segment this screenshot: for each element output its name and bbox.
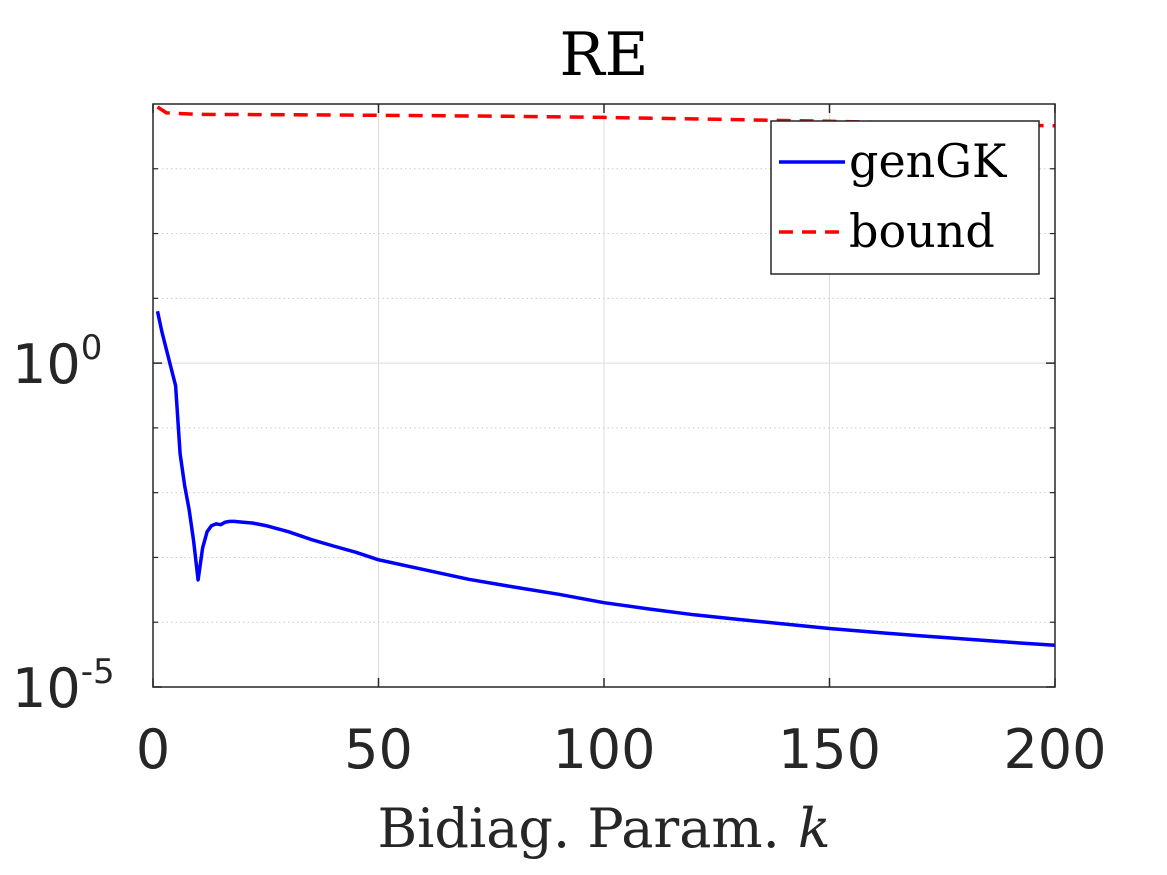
y-tick-label: 100 bbox=[12, 328, 102, 396]
y-tick-label-exponent: -5 bbox=[81, 652, 115, 692]
series-line-gengk bbox=[155, 310, 1056, 648]
y-tick-label-base: 10 bbox=[12, 657, 81, 720]
legend-label-bound: bound bbox=[849, 204, 995, 258]
legend-box bbox=[770, 120, 1040, 275]
series-line-bound bbox=[156, 105, 1056, 128]
x-tick-label: 0 bbox=[136, 718, 170, 781]
legend-label-gengk: genGK bbox=[849, 134, 1008, 188]
x-tick-label: 100 bbox=[552, 718, 655, 781]
x-axis-label: Bidiag. Param. k bbox=[377, 797, 830, 860]
x-tick-label: 200 bbox=[1003, 718, 1106, 781]
chart-title: RE bbox=[560, 20, 649, 90]
y-tick-label: 10-5 bbox=[12, 652, 115, 720]
x-axis-label-variable: k bbox=[798, 797, 831, 860]
legend: genGK bound bbox=[770, 120, 1040, 275]
y-tick-label-exponent: 0 bbox=[81, 328, 103, 368]
x-tick-label: 50 bbox=[344, 718, 413, 781]
y-tick-label-base: 10 bbox=[12, 333, 81, 396]
x-tick-label: 150 bbox=[778, 718, 881, 781]
tick-marks bbox=[152, 104, 1056, 688]
x-axis-label-text: Bidiag. Param. bbox=[377, 797, 779, 860]
series-group bbox=[155, 105, 1056, 648]
